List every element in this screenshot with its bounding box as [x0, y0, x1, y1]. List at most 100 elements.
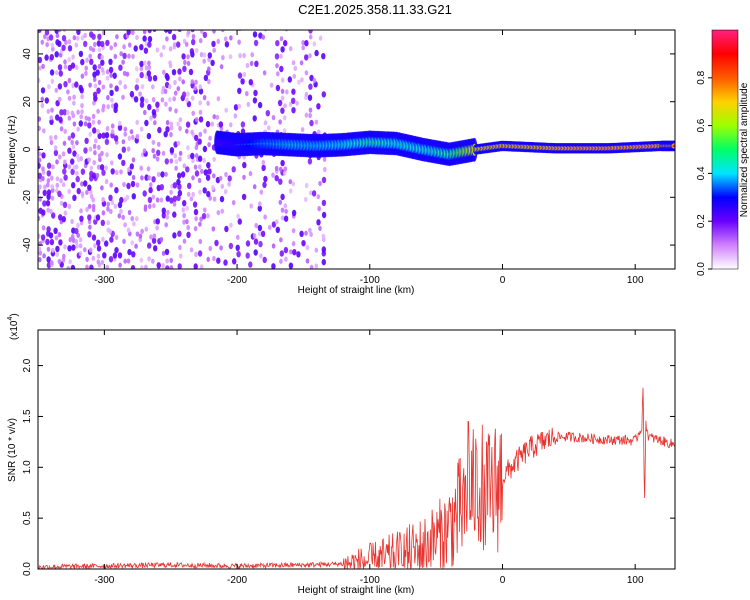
spectrogram-cell [71, 83, 75, 89]
spectrogram-cell [88, 53, 92, 59]
spectrogram-cell [133, 96, 139, 103]
spectrogram-cell [49, 208, 53, 214]
spectrogram-cell [131, 134, 135, 140]
spectrogram-cell [227, 175, 232, 182]
spectrogram-cell [249, 60, 254, 66]
spectrogram-cell [203, 169, 208, 176]
spectrogram-cell [76, 126, 80, 132]
spectrogram-cell [80, 191, 85, 197]
spectrogram-cell [126, 227, 131, 233]
spectrogram-cell [289, 249, 293, 255]
spectrogram-cell [304, 70, 309, 76]
spectrogram-cell [271, 115, 276, 121]
spectrogram-cell [54, 51, 59, 58]
spectrogram-cell [96, 239, 101, 246]
spectrogram-cell [278, 178, 283, 185]
spectrogram-cell [66, 110, 70, 116]
spectrogram-cell [316, 194, 321, 200]
spectrogram-cell [282, 128, 287, 134]
spectrogram-cell [58, 70, 63, 77]
spectrogram-cell [133, 45, 138, 52]
spectrogram-cell [202, 187, 207, 194]
spectrogram-cell [197, 138, 202, 145]
spectrogram-cell [288, 188, 293, 194]
spectrogram-cell [146, 166, 151, 172]
spectrogram-cell [93, 150, 97, 156]
spectrogram-cell [308, 227, 312, 233]
spectrogram-cell [96, 259, 101, 265]
spectrogram-cell [207, 142, 211, 148]
spectrogram-cell [102, 252, 107, 259]
spectrogram-cell [101, 103, 106, 109]
spectrogram-cell [96, 129, 100, 135]
spectrogram-cell [192, 201, 198, 208]
spectrogram-cell [193, 85, 197, 91]
spectrogram-cell [115, 169, 119, 176]
spectrogram-cell [50, 107, 54, 113]
spectrogram-cell [58, 154, 62, 160]
spectrogram-cell [91, 33, 96, 40]
spectrogram-cell [285, 89, 289, 95]
spectrogram-cell [96, 30, 100, 32]
spectrogram-cell [215, 114, 220, 120]
spectrogram-cell [117, 213, 122, 219]
spectrogram-cell [193, 263, 198, 269]
spectrogram-cell [219, 64, 224, 70]
spectrogram-cell [224, 41, 230, 48]
spectrogram-cell [135, 216, 139, 222]
spectrogram-cell [55, 100, 60, 107]
spectrogram-cell [143, 60, 147, 66]
spectrogram-cell [288, 179, 293, 185]
spectrogram-cell [198, 131, 203, 137]
spectrogram-cell [164, 101, 168, 107]
spectrogram-cell [151, 176, 156, 183]
spectrogram-cell [304, 91, 309, 97]
snr-frame [37, 329, 676, 570]
spectrogram-cell [672, 144, 675, 148]
spectrogram-cell [163, 88, 168, 94]
spectrogram-cell [203, 74, 209, 82]
spectrogram-cell [119, 51, 123, 57]
spectrogram-cell [126, 258, 131, 264]
spectrogram-cell [309, 231, 313, 237]
spectrogram-cell [202, 52, 207, 58]
spectrogram-cell [299, 230, 304, 237]
spectrogram-cell [106, 104, 110, 110]
spectrogram-cell [127, 248, 132, 256]
spectrogram-cell [149, 182, 153, 188]
spectrogram-cell [72, 121, 77, 127]
spectrogram-cell [227, 181, 231, 187]
spectrogram-cell [304, 54, 309, 61]
spectrogram-cell [91, 203, 96, 209]
spectrogram-cell [59, 126, 64, 132]
spectrogram-cell [297, 79, 301, 85]
spectrogram-cell [261, 159, 266, 165]
spectrogram-cell [206, 213, 210, 219]
spectrogram-cell [152, 75, 158, 82]
spectrogram-cell [130, 265, 136, 269]
spectrogram-cell [55, 245, 60, 253]
spectrogram-cell [321, 176, 327, 184]
spectrogram-cell [202, 145, 208, 153]
spectrogram-cell [91, 47, 96, 53]
spectrogram-cell [198, 238, 203, 245]
spectrogram-cell [44, 97, 49, 104]
spectrogram-cell [108, 66, 114, 74]
spectrogram-cell [223, 189, 228, 195]
colorbar-tick-label: 0.4 [696, 166, 707, 180]
spectrogram-cell [156, 149, 161, 156]
spectrogram-cell [91, 234, 97, 241]
spectrogram-cell [97, 79, 102, 86]
spectrogram-cell [55, 176, 60, 182]
spectrogram-cell [57, 83, 63, 90]
spectrogram-cell [97, 144, 101, 150]
spectrogram-cell [41, 175, 45, 182]
spectrogram-cell [194, 170, 200, 177]
spectrogram-cell [76, 109, 80, 115]
spectrogram-cell [97, 33, 102, 40]
spectrogram-cell [63, 59, 67, 65]
spectrogram-cell [109, 89, 114, 97]
spectrogram-cell [62, 201, 68, 208]
spectrogram-cell [164, 158, 169, 165]
spectrogram-cell [269, 82, 274, 88]
